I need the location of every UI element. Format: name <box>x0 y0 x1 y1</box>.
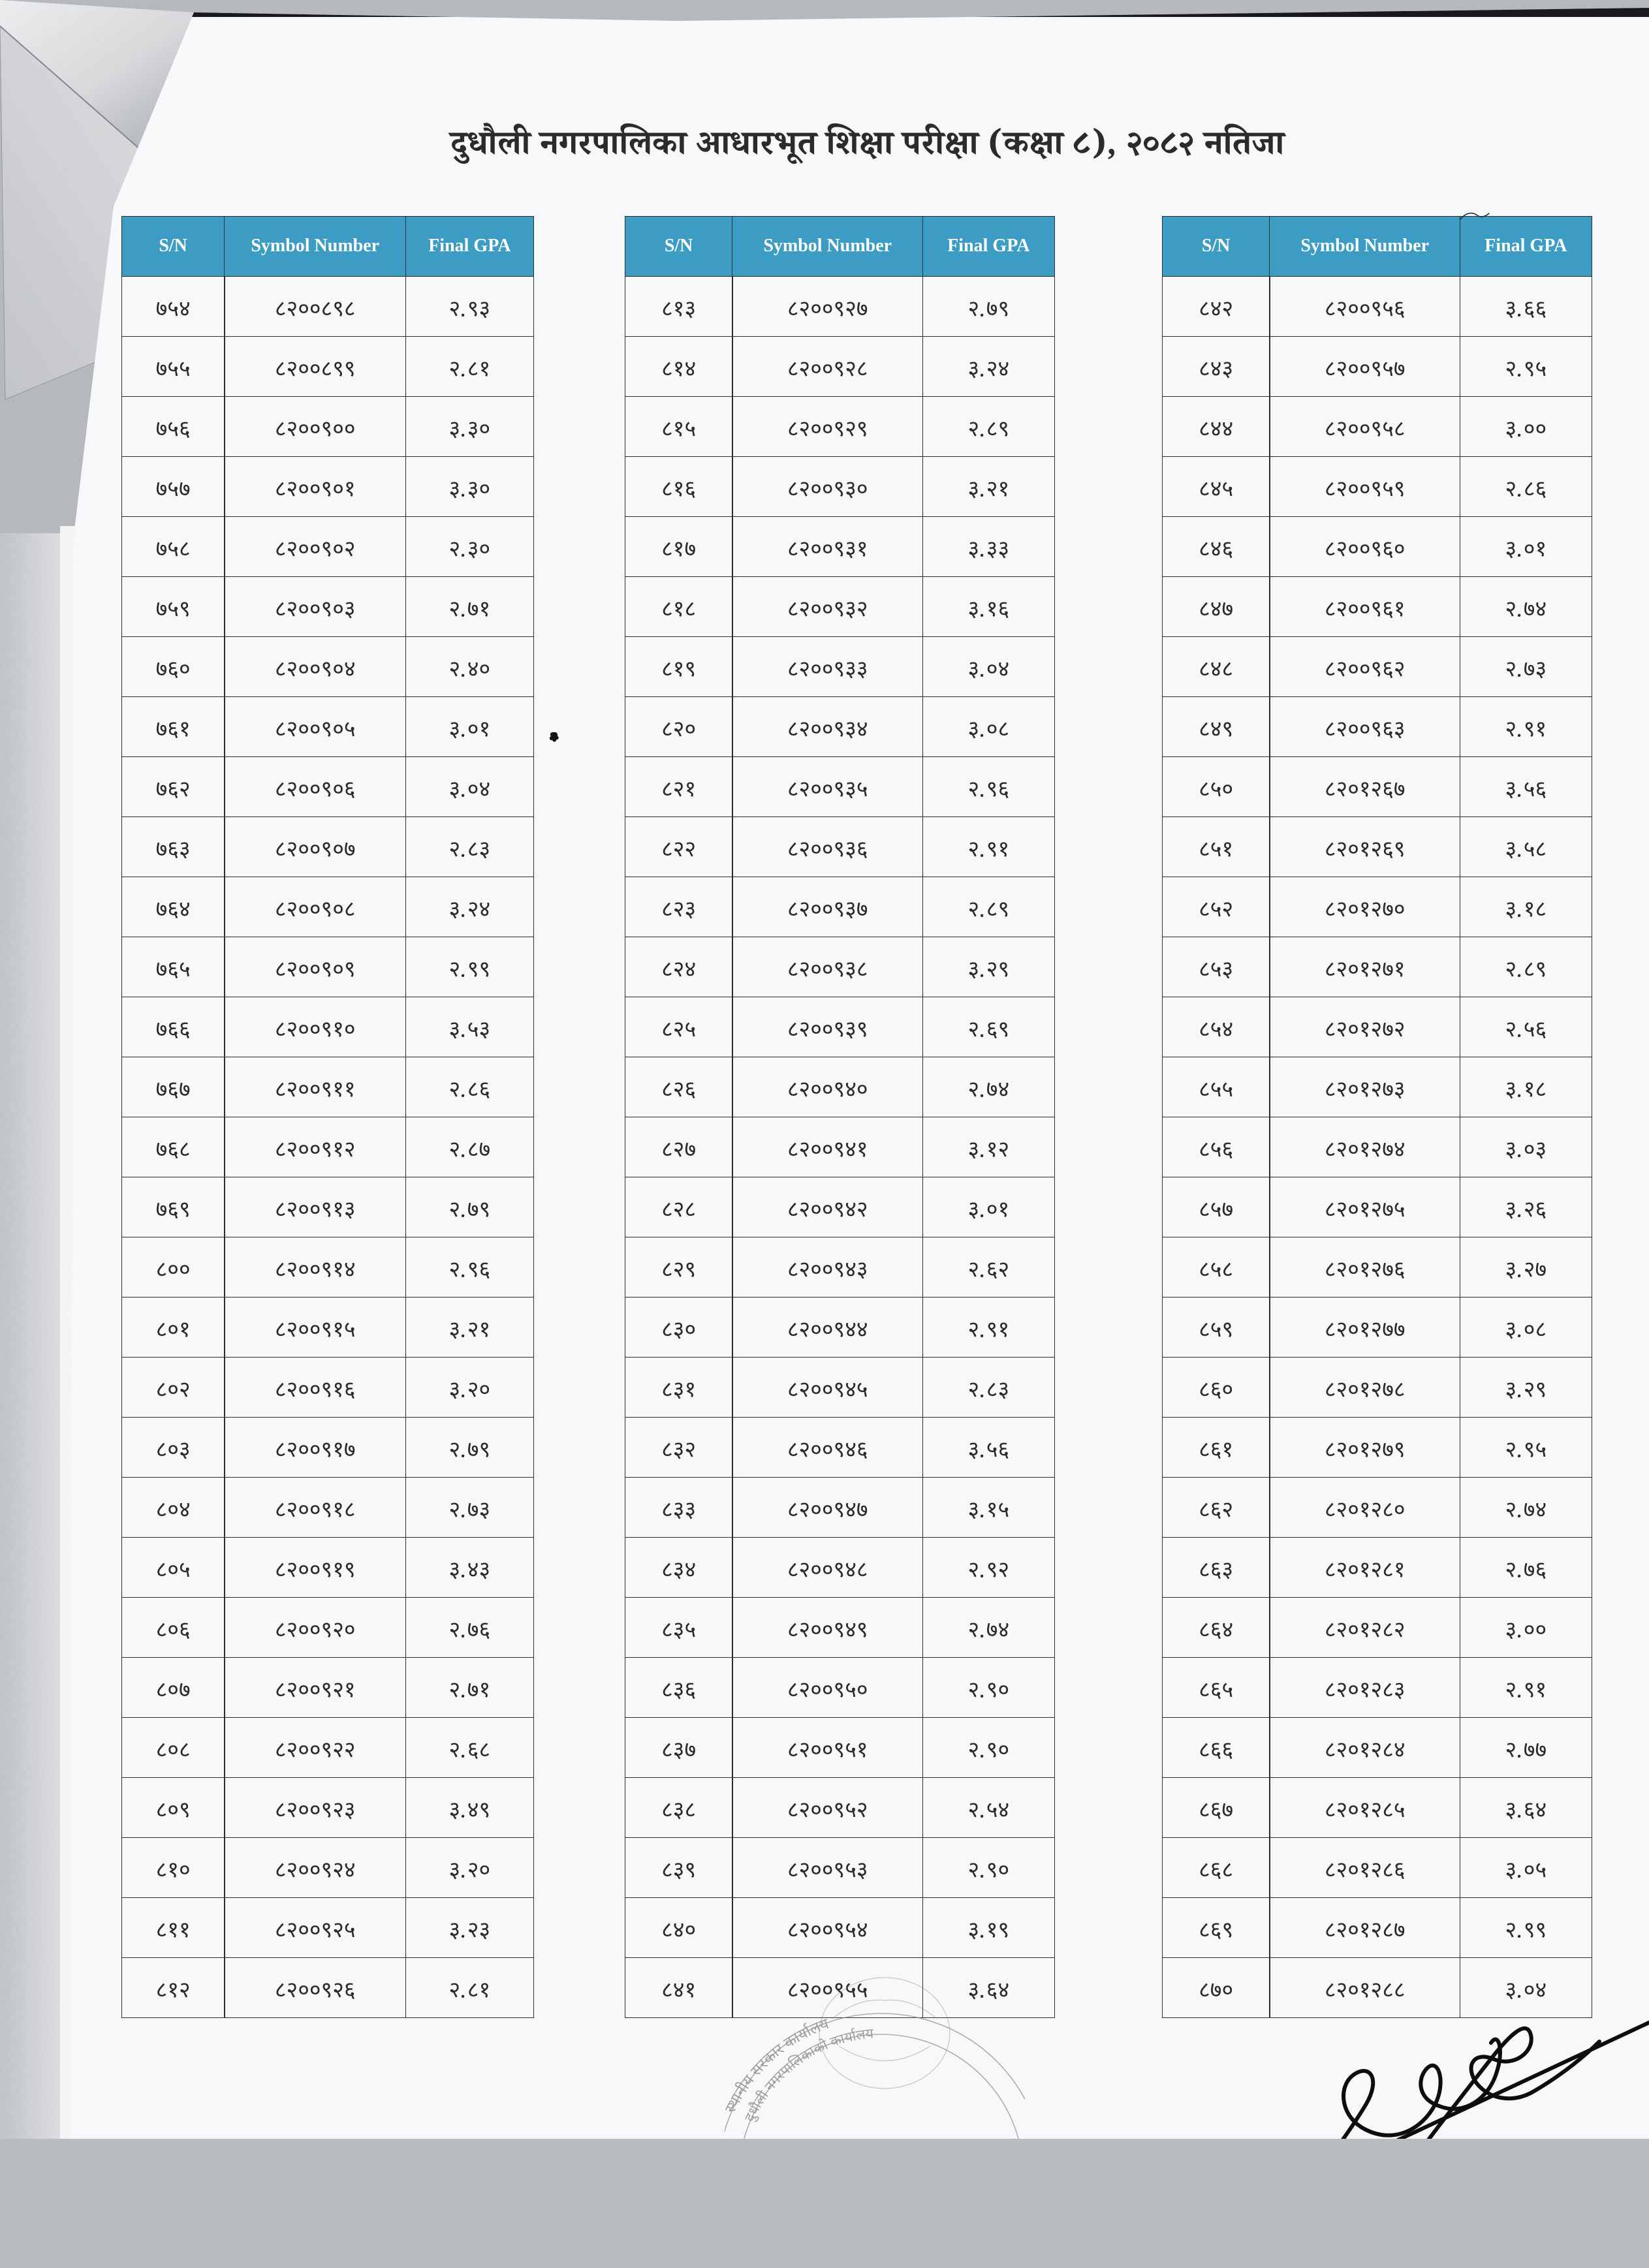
svg-text:ज विद्यालय निरीक्षक: ज विद्यालय निरीक्षक <box>1400 2150 1515 2190</box>
